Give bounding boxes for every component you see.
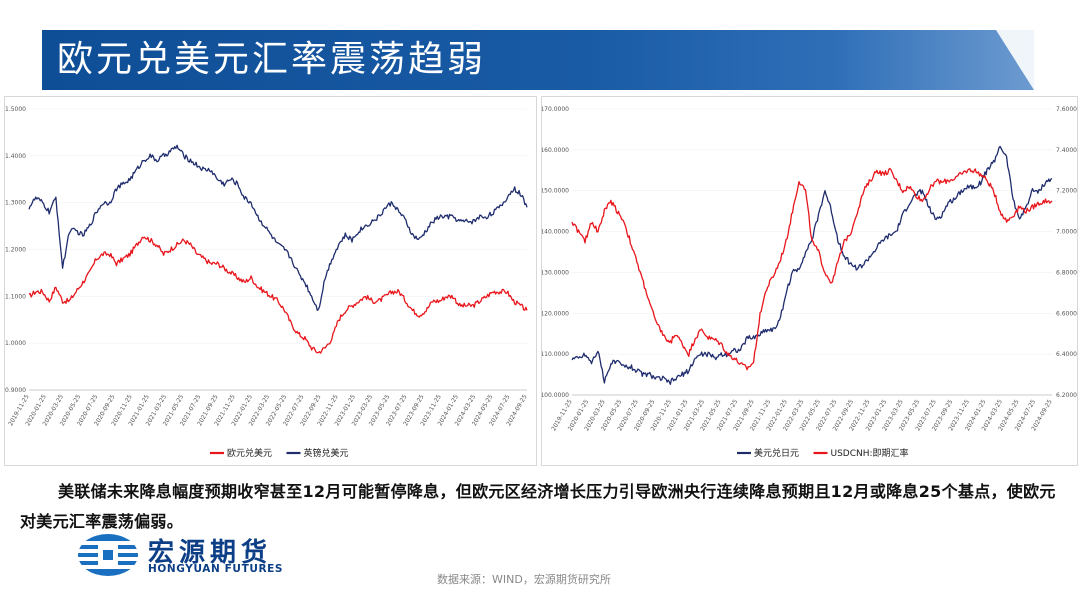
- y2-tick-label: 7.4000: [1056, 147, 1077, 154]
- series-line-1: [571, 167, 1053, 371]
- title-bar: 欧元兑美元汇率震荡趋弱: [42, 30, 1034, 90]
- chart-left-svg: 1.5000 1.4000 1.3000 1.2000 1.1000 1.0000 0.90…: [5, 106, 529, 459]
- caption-text: 美联储未来降息幅度预期收窄甚至12月可能暂停降息，但欧元区经济增长压力引导欧洲央…: [20, 482, 1056, 531]
- logo-chinese-name: 宏源期货: [148, 538, 273, 568]
- y-tick-label: 1.4000: [5, 153, 26, 160]
- y-tick-label: 1.3000: [5, 200, 26, 207]
- y-tick-label: 100.0000: [542, 392, 569, 399]
- y2-tick-label: 7.0000: [1056, 229, 1077, 236]
- y2-tick-label: 6.8000: [1056, 269, 1077, 276]
- y2-tick-label: 7.6000: [1056, 106, 1077, 113]
- y2-tick-label: 7.2000: [1056, 188, 1077, 195]
- legend-label: USDCNH:即期汇率: [831, 447, 909, 459]
- y-tick-label: 1.5000: [5, 106, 26, 113]
- series-line-1: [28, 144, 528, 312]
- legend-label: 英镑兑美元: [304, 447, 349, 459]
- y-tick-label: 1.2000: [5, 247, 26, 254]
- series-line-0: [28, 236, 528, 354]
- y-tick-label: 1.0000: [5, 340, 26, 347]
- data-source-note: 数据来源：WIND，宏源期货研究所: [437, 573, 611, 586]
- logo-english-name: HONGYUAN FUTURES: [148, 563, 284, 575]
- chart-panel-usdjpy-usdcnh: 170.0000 160.0000 150.0000 140.0000 130.0000…: [541, 96, 1078, 466]
- series-line-0: [571, 145, 1053, 385]
- y-tick-label: 120.0000: [542, 310, 569, 317]
- y-tick-label: 1.1000: [5, 293, 26, 300]
- chart-right-svg: 170.0000 160.0000 150.0000 140.0000 130.0000…: [542, 106, 1077, 459]
- y2-tick-label: 6.2000: [1056, 392, 1077, 399]
- legend-label: 美元兑日元: [754, 447, 799, 459]
- chart-panel-eurusd-gbpusd: 1.5000 1.4000 1.3000 1.2000 1.1000 1.0000 0.90…: [4, 96, 537, 466]
- logo-mark-icon: [76, 534, 140, 576]
- legend-label: 欧元兑美元: [227, 447, 272, 459]
- y-tick-label: 130.0000: [542, 269, 569, 276]
- y-tick-label: 160.0000: [542, 147, 569, 154]
- y-tick-label: 150.0000: [542, 188, 569, 195]
- y-tick-label: 0.9000: [5, 387, 26, 394]
- company-logo: 宏源期货 HONGYUAN FUTURES: [76, 530, 316, 582]
- y2-tick-label: 6.6000: [1056, 310, 1077, 317]
- y-tick-label: 170.0000: [542, 106, 569, 113]
- page-title: 欧元兑美元汇率震荡趋弱: [57, 39, 487, 80]
- y-tick-label: 110.0000: [542, 351, 569, 358]
- y2-tick-label: 6.4000: [1056, 351, 1077, 358]
- y-tick-label: 140.0000: [542, 229, 569, 236]
